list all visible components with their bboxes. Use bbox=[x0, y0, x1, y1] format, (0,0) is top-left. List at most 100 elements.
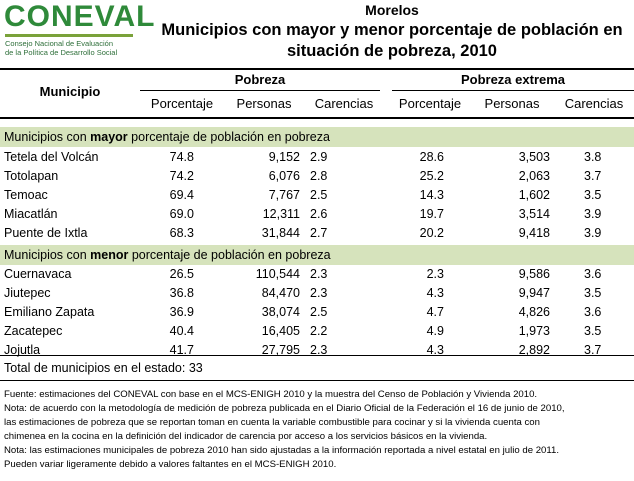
section-header-menor: Municipios con menor porcentaje de pobla… bbox=[0, 245, 634, 265]
cell-municipio: Jojutla bbox=[4, 343, 41, 357]
cell-p2: 20.2 bbox=[419, 226, 444, 240]
cell-p1: 26.5 bbox=[169, 267, 194, 281]
cell-p2: 2.3 bbox=[426, 267, 444, 281]
footnote-line: Fuente: estimaciones del CONEVAL con bas… bbox=[4, 389, 538, 400]
header-carencias-1: Carencias bbox=[314, 96, 374, 111]
cell-k2: 3.6 bbox=[584, 305, 602, 319]
header-carencias-2: Carencias bbox=[564, 96, 624, 111]
table-row: Jiutepec 36.8 84,470 2.3 4.3 9,947 3.5 bbox=[0, 284, 634, 303]
cell-n2: 9,586 bbox=[518, 267, 550, 281]
cell-n2: 1,602 bbox=[518, 188, 550, 202]
cell-municipio: Miacatlán bbox=[4, 207, 58, 221]
cell-k1: 2.3 bbox=[310, 286, 328, 300]
table-top-rule bbox=[0, 68, 634, 70]
page-title: Municipios con mayor y menor porcentaje … bbox=[150, 20, 634, 62]
cell-n1: 6,076 bbox=[268, 169, 300, 183]
cell-n1: 110,544 bbox=[255, 267, 300, 281]
cell-n2: 2,063 bbox=[518, 169, 550, 183]
table-row: Tetela del Volcán 74.8 9,152 2.9 28.6 3,503 3.… bbox=[0, 148, 634, 167]
cell-p2: 28.6 bbox=[419, 150, 444, 164]
state-title: Morelos bbox=[365, 2, 419, 18]
cell-p2: 4.3 bbox=[426, 286, 444, 300]
cell-p1: 41.7 bbox=[169, 343, 194, 357]
page-title-line2: situación de pobreza, 2010 bbox=[287, 42, 497, 60]
cell-k2: 3.5 bbox=[584, 188, 602, 202]
cell-p1: 40.4 bbox=[169, 324, 194, 338]
cell-k1: 2.8 bbox=[310, 169, 328, 183]
cell-k1: 2.3 bbox=[310, 267, 328, 281]
cell-municipio: Cuernavaca bbox=[4, 267, 72, 281]
header-porcentaje-2: Porcentaje bbox=[398, 96, 462, 111]
cell-municipio: Puente de Ixtla bbox=[4, 226, 88, 240]
cell-municipio: Tetela del Volcán bbox=[4, 150, 99, 164]
cell-k2: 3.7 bbox=[584, 169, 602, 183]
pobreza-group-rule bbox=[140, 90, 380, 91]
cell-p2: 4.9 bbox=[426, 324, 444, 338]
page-title-line1: Municipios con mayor y menor porcentaje … bbox=[161, 21, 623, 39]
table-row: Emiliano Zapata 36.9 38,074 2.5 4.7 4,826 3.6 bbox=[0, 303, 634, 322]
cell-n1: 9,152 bbox=[268, 150, 300, 164]
coneval-logo: CONEVAL Consejo Nacional de Evaluación d… bbox=[4, 2, 154, 66]
cell-n2: 3,514 bbox=[518, 207, 550, 221]
cell-k1: 2.3 bbox=[310, 343, 328, 357]
cell-k1: 2.5 bbox=[310, 305, 328, 319]
cell-n2: 3,503 bbox=[518, 150, 550, 164]
header-pobreza: Pobreza bbox=[234, 72, 286, 87]
logo-wordmark: CONEVAL bbox=[4, 0, 156, 33]
cell-p1: 69.0 bbox=[169, 207, 194, 221]
cell-p2: 4.7 bbox=[426, 305, 444, 319]
cell-k2: 3.7 bbox=[584, 343, 602, 357]
cell-municipio: Zacatepec bbox=[4, 324, 63, 338]
footnotes: Fuente: estimaciones del CONEVAL con bas… bbox=[4, 388, 632, 472]
cell-municipio: Temoac bbox=[4, 188, 48, 202]
cell-municipio: Totolapan bbox=[4, 169, 59, 183]
table-row: Miacatlán 69.0 12,311 2.6 19.7 3,514 3.9 bbox=[0, 205, 634, 224]
cell-k1: 2.7 bbox=[310, 226, 328, 240]
section-menor-post: porcentaje de población en pobreza bbox=[128, 248, 331, 262]
cell-n1: 12,311 bbox=[262, 207, 300, 221]
footnote-line: chimenea en la cocina en la definición d… bbox=[4, 431, 488, 442]
cell-n2: 9,418 bbox=[518, 226, 550, 240]
cell-k2: 3.9 bbox=[584, 226, 602, 240]
logo-subtitle-line2: de la Política de Desarrollo Social bbox=[5, 48, 118, 57]
cell-k1: 2.9 bbox=[310, 150, 328, 164]
section-menor-pre: Municipios con bbox=[4, 248, 91, 262]
cell-k2: 3.6 bbox=[584, 267, 602, 281]
pobreza-extrema-group-rule bbox=[392, 90, 634, 91]
table-row: Jojutla 41.7 27,795 2.3 4.3 2,892 3.7 bbox=[0, 341, 634, 360]
table-row: Temoac 69.4 7,767 2.5 14.3 1,602 3.5 bbox=[0, 186, 634, 205]
footnote-line: las estimaciones de pobreza que se repor… bbox=[4, 417, 540, 428]
cell-n1: 7,767 bbox=[268, 188, 300, 202]
cell-p1: 68.3 bbox=[169, 226, 194, 240]
cell-p1: 74.2 bbox=[169, 169, 194, 183]
cell-k2: 3.5 bbox=[584, 286, 602, 300]
cell-n1: 84,470 bbox=[261, 286, 300, 300]
cell-p2: 4.3 bbox=[426, 343, 444, 357]
cell-p2: 14.3 bbox=[419, 188, 444, 202]
header-municipio: Municipio bbox=[39, 84, 101, 99]
cell-p1: 74.8 bbox=[169, 150, 194, 164]
cell-n2: 2,892 bbox=[518, 343, 550, 357]
cell-p1: 69.4 bbox=[169, 188, 194, 202]
table-row: Zacatepec 40.4 16,405 2.2 4.9 1,973 3.5 bbox=[0, 322, 634, 341]
cell-p1: 36.8 bbox=[169, 286, 194, 300]
cell-n1: 27,795 bbox=[261, 343, 300, 357]
total-municipios: Total de municipios en el estado: 33 bbox=[4, 361, 203, 375]
section-mayor-bold: mayor bbox=[90, 130, 128, 144]
cell-p2: 25.2 bbox=[419, 169, 444, 183]
cell-municipio: Emiliano Zapata bbox=[4, 305, 95, 319]
table-row: Cuernavaca 26.5 110,544 2.3 2.3 9,586 3.6 bbox=[0, 265, 634, 284]
section-header-mayor: Municipios con mayor porcentaje de pobla… bbox=[0, 127, 634, 147]
logo-subtitle-line1: Consejo Nacional de Evaluación bbox=[5, 39, 113, 48]
header-personas-1: Personas bbox=[236, 96, 292, 111]
cell-p1: 36.9 bbox=[169, 305, 194, 319]
cell-n1: 38,074 bbox=[261, 305, 300, 319]
cell-n2: 1,973 bbox=[518, 324, 550, 338]
section-mayor-post: porcentaje de población en pobreza bbox=[127, 130, 330, 144]
table-row: Totolapan 74.2 6,076 2.8 25.2 2,063 3.7 bbox=[0, 167, 634, 186]
cell-k2: 3.8 bbox=[584, 150, 602, 164]
footnote-line: Nota: las estimaciones municipales de po… bbox=[4, 445, 560, 456]
header-bottom-rule bbox=[0, 117, 634, 119]
cell-k1: 2.6 bbox=[310, 207, 328, 221]
cell-n2: 9,947 bbox=[518, 286, 550, 300]
